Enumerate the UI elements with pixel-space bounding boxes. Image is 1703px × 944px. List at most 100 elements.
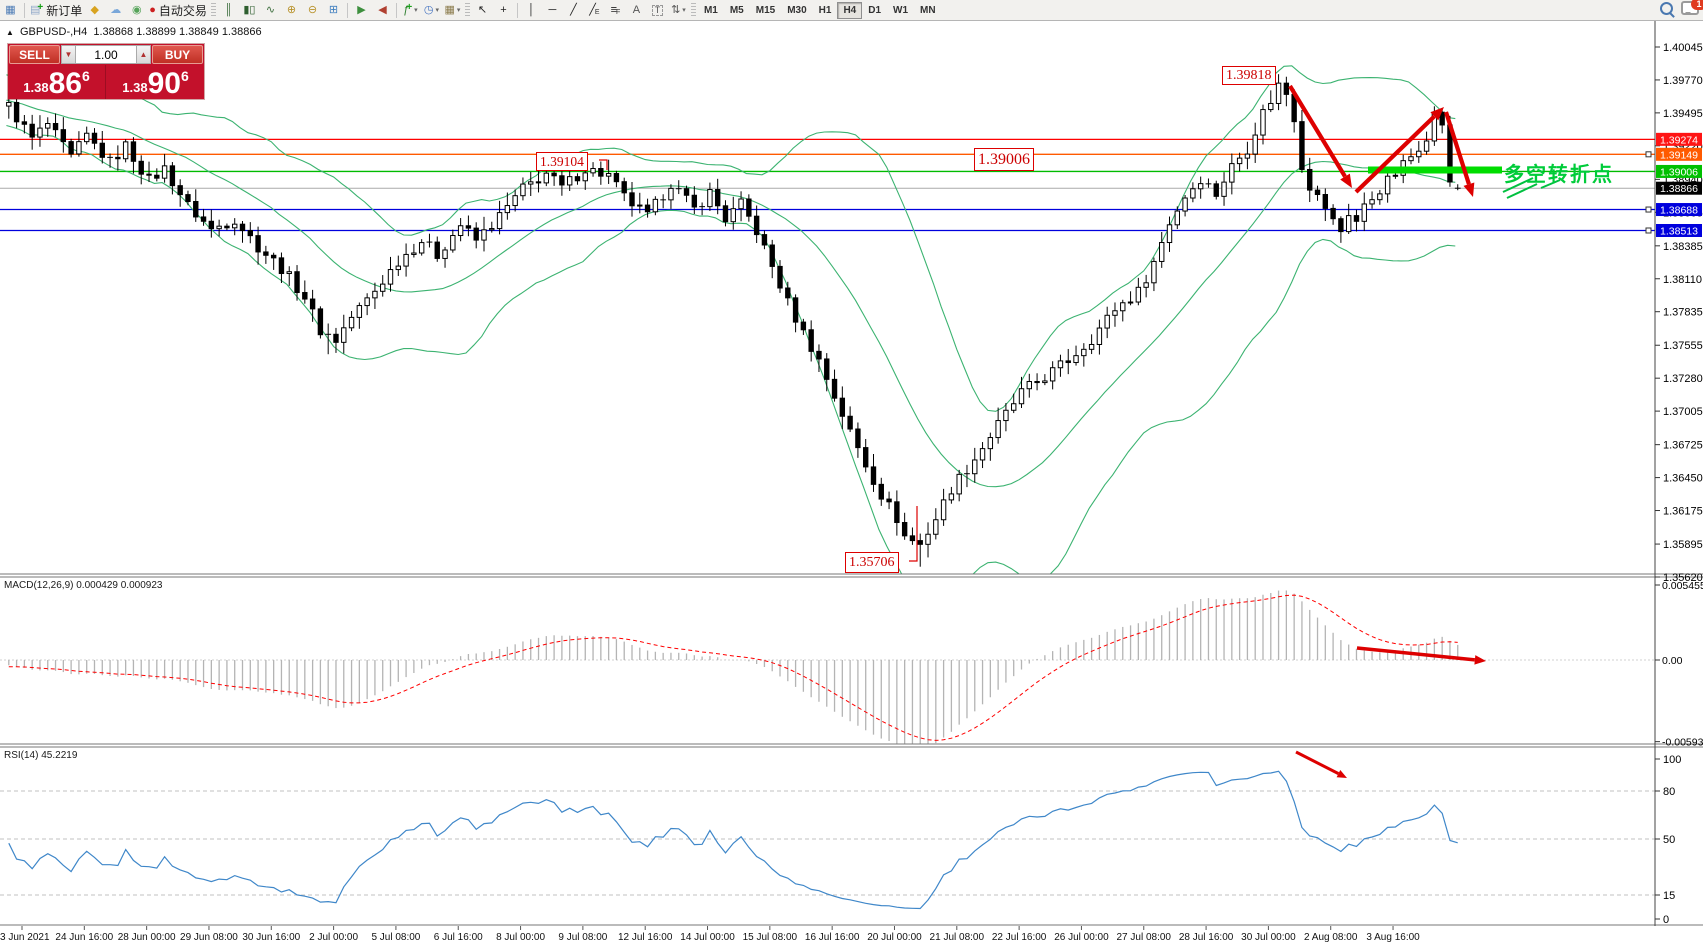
text-label-tool-button[interactable]: T	[647, 2, 668, 19]
timeframe-d1-button[interactable]: D1	[868, 4, 882, 16]
new-chart-icon[interactable]: ▦	[5, 3, 16, 16]
toolbar: ▦ ▤ + 新订单 ◆ ☁ ◉ ● 自动交易 ║ ▮▯ ∿ ⊕ ⊖ ⊞ ▶ ◀ ƒ + ▾ ◷ ▾ ▦ ▾ ↖ + │ ─ ╱ ╱ E ≡ F A…	[0, 0, 1703, 21]
sell-price[interactable]: 1.38 86 6	[8, 65, 106, 99]
volume-increase-button[interactable]: ▲	[136, 45, 151, 64]
cloud-storage-icon[interactable]: ☁	[110, 3, 122, 16]
svg-text:1.36175: 1.36175	[1663, 506, 1703, 518]
timeframe-m1-button[interactable]: M1	[703, 4, 718, 16]
svg-text:0: 0	[1663, 914, 1669, 926]
svg-text:29 Jun 08:00: 29 Jun 08:00	[180, 932, 238, 943]
timeframe-h4-button[interactable]: H4	[837, 1, 863, 19]
horizontal-line-tool-button[interactable]: ─	[548, 3, 557, 16]
svg-text:1.37835: 1.37835	[1663, 307, 1703, 319]
svg-text:1.39495: 1.39495	[1663, 108, 1703, 120]
svg-text:1.38513: 1.38513	[1660, 225, 1698, 237]
svg-text:24 Jun 16:00: 24 Jun 16:00	[55, 932, 113, 943]
svg-text:1.39149: 1.39149	[1660, 149, 1698, 161]
periods-menu-button[interactable]: ◷ ▾	[423, 3, 439, 16]
svg-text:1.37280: 1.37280	[1663, 373, 1703, 385]
notification-badge: 1	[1691, 0, 1703, 10]
svg-text:15 Jul 08:00: 15 Jul 08:00	[743, 932, 798, 943]
svg-text:1.38688: 1.38688	[1660, 205, 1698, 217]
svg-text:1.38866: 1.38866	[1660, 183, 1698, 195]
buy-button[interactable]: BUY	[152, 45, 203, 64]
volume-decrease-button[interactable]: ▼	[61, 45, 76, 64]
auto-scroll-button[interactable]: ▶	[357, 3, 366, 16]
timeframe-w1-button[interactable]: W1	[893, 4, 909, 16]
line-chart-mode-button[interactable]: ∿	[265, 3, 276, 16]
svg-text:1.36725: 1.36725	[1663, 440, 1703, 452]
cn-annotation-text[interactable]: 多空转折点	[1504, 164, 1614, 186]
svg-text:30 Jun 16:00: 30 Jun 16:00	[242, 932, 300, 943]
timeframe-m5-button[interactable]: M5	[729, 4, 744, 16]
signals-icon[interactable]: ◉	[131, 3, 142, 16]
timeframe-mn-button[interactable]: MN	[920, 4, 936, 16]
zoom-out-button[interactable]: ⊖	[307, 3, 318, 16]
svg-text:1.36450: 1.36450	[1663, 473, 1703, 485]
annotations-layer	[599, 84, 1561, 778]
svg-text:50: 50	[1663, 834, 1675, 846]
timeframe-m30-button[interactable]: M30	[787, 4, 807, 16]
svg-text:1.37005: 1.37005	[1663, 406, 1703, 418]
chart-header: ▲ GBPUSD-,H4 1.38868 1.38899 1.38849 1.3…	[6, 26, 262, 38]
timeframe-h1-button[interactable]: H1	[818, 4, 832, 16]
bar-chart-mode-button[interactable]: ║	[224, 3, 233, 16]
main-price-pane	[0, 65, 1655, 574]
symbol-title: GBPUSD-,H4	[19, 26, 88, 38]
fibonacci-tool-button[interactable]: ≡ F	[610, 3, 621, 16]
svg-text:100: 100	[1663, 754, 1681, 766]
svg-text:22 Jul 16:00: 22 Jul 16:00	[992, 932, 1047, 943]
svg-text:1.39770: 1.39770	[1663, 75, 1703, 87]
tile-windows-button[interactable]: ⊞	[328, 3, 339, 16]
svg-text:-0.005938: -0.005938	[1662, 737, 1703, 749]
svg-text:1.39274: 1.39274	[1660, 134, 1698, 146]
arrows-tool-button[interactable]: ⇅ ▾	[671, 3, 686, 16]
trendline-tool-button[interactable]: ╱	[570, 3, 577, 16]
timeframe-m15-button[interactable]: M15	[755, 4, 776, 16]
price-tag-1.39818[interactable]: 1.39818	[1222, 66, 1276, 85]
svg-text:28 Jul 16:00: 28 Jul 16:00	[1179, 932, 1234, 943]
cursor-tool-button[interactable]: ↖	[477, 3, 488, 16]
rsi-pane	[0, 770, 1655, 910]
svg-text:20 Jul 00:00: 20 Jul 00:00	[867, 932, 922, 943]
indicators-menu-button[interactable]: ƒ + ▾	[403, 1, 418, 16]
price-tag-1.39104[interactable]: 1.39104	[536, 152, 588, 171]
volume-input[interactable]	[76, 45, 136, 64]
svg-text:30 Jul 00:00: 30 Jul 00:00	[1241, 932, 1296, 943]
crosshair-tool-button[interactable]: +	[500, 3, 507, 16]
buy-price[interactable]: 1.38 90 6	[107, 65, 204, 99]
auto-trading-button[interactable]: ● 自动交易	[149, 3, 207, 18]
sell-button[interactable]: SELL	[9, 45, 60, 64]
svg-text:9 Jul 08:00: 9 Jul 08:00	[558, 932, 607, 943]
search-icon[interactable]	[1660, 1, 1673, 15]
svg-text:23 Jun 2021: 23 Jun 2021	[0, 932, 50, 943]
collapse-icon[interactable]: ▲	[6, 28, 14, 37]
text-tool-button[interactable]: A	[632, 3, 641, 16]
svg-text:8 Jul 00:00: 8 Jul 00:00	[496, 932, 545, 943]
templates-menu-button[interactable]: ▦ ▾	[444, 3, 461, 16]
svg-text:1.39006: 1.39006	[1660, 166, 1698, 178]
chart-shift-button[interactable]: ◀	[378, 3, 387, 16]
candlestick-mode-button[interactable]: ▮▯	[243, 3, 256, 16]
svg-text:80: 80	[1663, 786, 1675, 798]
zoom-in-button[interactable]: ⊕	[286, 3, 297, 16]
svg-text:26 Jul 00:00: 26 Jul 00:00	[1054, 932, 1109, 943]
new-order-button[interactable]: ▤ + 新订单	[30, 1, 83, 18]
svg-text:6 Jul 16:00: 6 Jul 16:00	[434, 932, 483, 943]
svg-text:1.38110: 1.38110	[1663, 274, 1702, 286]
svg-text:15: 15	[1663, 890, 1675, 902]
price-tag-1.35706[interactable]: 1.35706	[845, 552, 899, 573]
svg-text:1.35895: 1.35895	[1663, 539, 1703, 551]
eraser-icon[interactable]: ◆	[90, 3, 99, 16]
macd-pane	[0, 590, 1655, 744]
svg-text:1.38385: 1.38385	[1663, 241, 1703, 253]
svg-text:3 Aug 16:00: 3 Aug 16:00	[1366, 932, 1420, 943]
channel-tool-button[interactable]: ╱ E	[589, 3, 600, 16]
svg-text:14 Jul 00:00: 14 Jul 00:00	[680, 932, 735, 943]
vertical-line-tool-button[interactable]: │	[528, 3, 535, 16]
notifications-icon[interactable]: 1	[1681, 0, 1703, 15]
macd-indicator-label: MACD(12,26,9) 0.000429 0.000923	[4, 580, 163, 591]
price-tag-1.39006[interactable]: 1.39006	[974, 148, 1034, 171]
